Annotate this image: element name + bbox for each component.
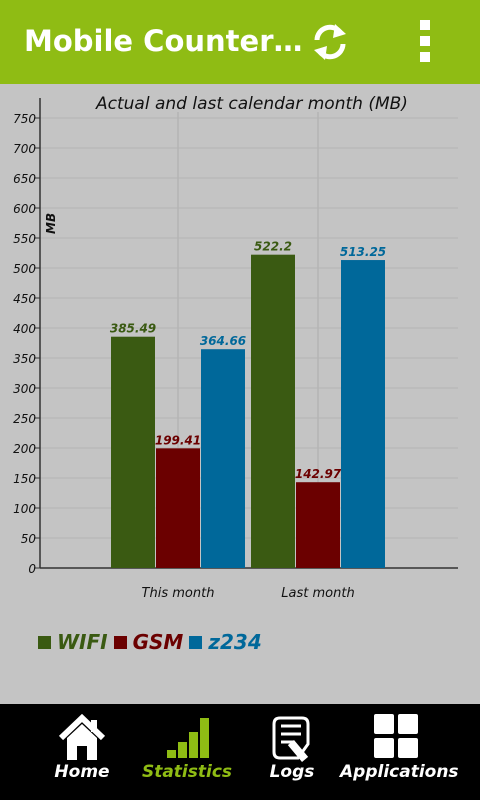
bar-value-label: 199.41 bbox=[155, 433, 201, 447]
app-title: Mobile Counter… bbox=[24, 24, 303, 58]
y-tick-label: 450 bbox=[13, 292, 36, 306]
action-bar: Mobile Counter… bbox=[0, 0, 480, 84]
y-tick-label: 650 bbox=[13, 172, 36, 186]
bar-chart-icon bbox=[167, 718, 209, 758]
y-tick-label: 550 bbox=[13, 232, 36, 246]
x-category-label: This month bbox=[142, 586, 215, 601]
y-tick-label: 750 bbox=[13, 112, 36, 126]
bar-value-label: 522.2 bbox=[254, 240, 292, 254]
more-vertical-icon bbox=[420, 20, 430, 62]
logs-icon bbox=[272, 716, 310, 762]
nav-logs-label: Logs bbox=[269, 762, 315, 782]
y-tick-label: 700 bbox=[13, 142, 36, 156]
y-tick-label: 600 bbox=[13, 202, 36, 216]
nav-home-label: Home bbox=[54, 762, 110, 782]
x-category-label: Last month bbox=[281, 586, 354, 601]
nav-statistics[interactable]: Statistics bbox=[140, 704, 234, 800]
y-axis-label: MB bbox=[44, 212, 58, 234]
bar-gsm-1 bbox=[296, 482, 340, 568]
legend-item-z234: z234 bbox=[189, 630, 262, 654]
nav-applications-label: Applications bbox=[340, 762, 459, 782]
nav-applications[interactable]: Applications bbox=[340, 704, 459, 800]
legend-label-gsm: GSM bbox=[132, 630, 184, 654]
bar-gsm-0 bbox=[156, 448, 200, 568]
chart: 0 50 100 150 200 250 300 350 400 450 500 550 600 650 7… bbox=[0, 84, 480, 704]
bar-z234-0 bbox=[201, 349, 245, 568]
legend-label-wifi: WIFI bbox=[57, 630, 108, 654]
legend-item-gsm: GSM bbox=[113, 630, 184, 654]
bar-value-label: 385.49 bbox=[110, 322, 156, 336]
y-tick-label: 150 bbox=[13, 472, 36, 486]
legend-swatch-wifi bbox=[38, 635, 51, 649]
bottom-navigation: Home Statistics Logs Applications bbox=[0, 704, 480, 800]
legend-swatch-z234 bbox=[189, 635, 203, 649]
chart-title: Actual and last calendar month (MB) bbox=[96, 94, 408, 114]
overflow-menu-button[interactable] bbox=[408, 18, 444, 66]
y-tick-label: 400 bbox=[13, 322, 36, 336]
legend-swatch-gsm bbox=[113, 635, 127, 649]
y-tick-label: 200 bbox=[13, 442, 36, 456]
bar-wifi-0 bbox=[111, 336, 155, 568]
y-tick-label: 350 bbox=[13, 352, 36, 366]
bar-value-label: 142.97 bbox=[295, 467, 342, 481]
home-icon bbox=[58, 714, 106, 760]
bar-z234-1 bbox=[341, 260, 385, 568]
y-tick-label: 50 bbox=[21, 532, 37, 546]
nav-logs[interactable]: Logs bbox=[252, 704, 332, 800]
y-tick-label: 300 bbox=[13, 382, 36, 396]
nav-statistics-label: Statistics bbox=[141, 762, 233, 782]
y-tick-label: 250 bbox=[13, 412, 36, 426]
applications-icon bbox=[374, 714, 418, 758]
legend-item-wifi: WIFI bbox=[38, 630, 108, 654]
bar-value-label: 513.25 bbox=[340, 245, 386, 259]
bar-wifi-1 bbox=[251, 254, 295, 568]
y-tick-label: 100 bbox=[13, 502, 36, 516]
nav-home[interactable]: Home bbox=[40, 704, 124, 800]
chart-legend: WIFI GSM z234 bbox=[38, 628, 268, 656]
y-tick-label: 0 bbox=[28, 562, 36, 576]
legend-label-z234: z234 bbox=[208, 630, 262, 654]
y-tick-label: 500 bbox=[13, 262, 36, 276]
bar-value-label: 364.66 bbox=[200, 334, 246, 348]
refresh-icon bbox=[314, 24, 346, 60]
refresh-button[interactable] bbox=[306, 18, 354, 66]
chart-svg: 0 50 100 150 200 250 300 350 400 450 500 550 600 650 7… bbox=[13, 98, 458, 601]
